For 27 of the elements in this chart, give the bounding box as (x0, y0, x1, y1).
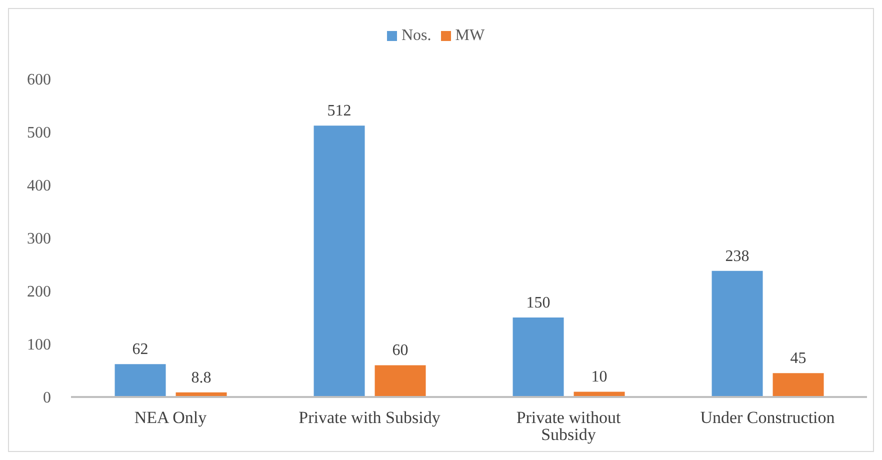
legend-label: Nos. (401, 27, 432, 44)
data-label: 10 (591, 368, 608, 386)
data-label: 60 (392, 342, 408, 360)
bar (114, 364, 166, 397)
y-tick-label: 200 (27, 284, 51, 301)
y-tick-label: 600 (27, 72, 51, 89)
data-label: 45 (790, 350, 806, 368)
y-tick-label: 500 (27, 124, 51, 142)
x-tick-label: NEA Only (134, 408, 208, 428)
data-label: 8.8 (191, 369, 212, 386)
bar (772, 373, 824, 397)
x-tick-label: Private without Subsidy (516, 408, 621, 444)
y-tick-label: 0 (43, 390, 51, 407)
bar (374, 365, 426, 397)
data-label: 62 (132, 341, 148, 358)
x-tick-label: Under Construction (700, 408, 836, 428)
data-label: 512 (327, 102, 352, 120)
bar (512, 318, 564, 397)
bar (314, 126, 365, 397)
y-tick-label: 100 (27, 336, 51, 354)
y-tick-label: 300 (27, 230, 51, 248)
data-label: 150 (526, 294, 550, 312)
data-label: 238 (725, 248, 750, 265)
y-tick-label: 400 (27, 178, 51, 195)
bar (712, 270, 763, 397)
legend-label: MW (455, 27, 485, 44)
x-tick-label: Private with Subsidy (298, 408, 441, 428)
